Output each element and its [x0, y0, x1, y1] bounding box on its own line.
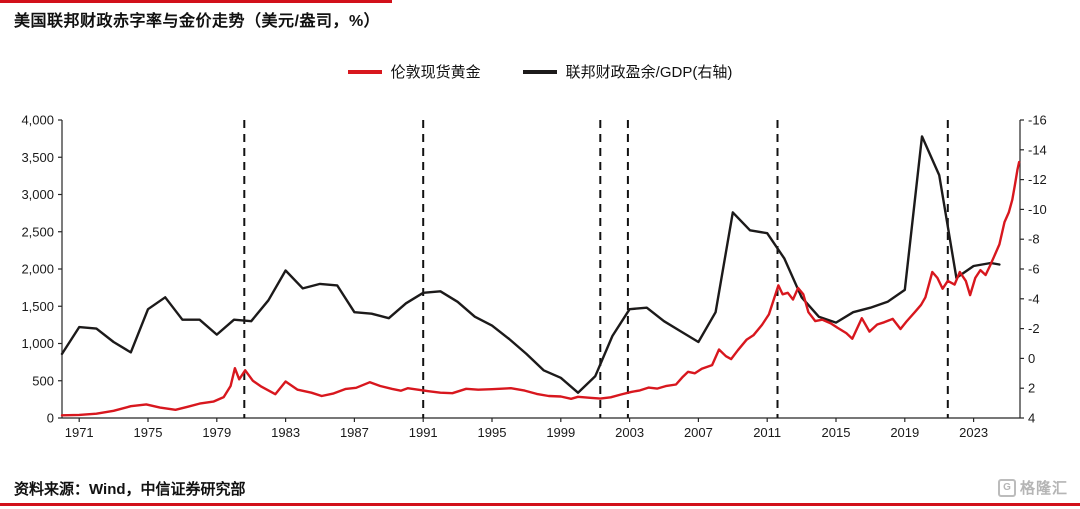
left-axis-label: 4,000 [21, 113, 54, 128]
x-axis-label: 1999 [546, 425, 575, 440]
left-axis-label: 0 [47, 411, 54, 426]
right-axis-label: 4 [1028, 411, 1035, 426]
chart-legend: 伦敦现货黄金 联邦财政盈余/GDP(右轴) [0, 61, 1080, 82]
legend-label-gold: 伦敦现货黄金 [390, 64, 481, 81]
x-axis-label: 2003 [615, 425, 644, 440]
right-axis-label: 2 [1028, 381, 1035, 396]
bottom-accent-rule [0, 503, 1080, 506]
x-axis-label: 2011 [753, 425, 781, 440]
x-axis-label: 1991 [409, 425, 438, 440]
x-axis-label: 1983 [271, 425, 300, 440]
x-axis-label: 2015 [822, 425, 851, 440]
right-axis-label: -14 [1028, 142, 1047, 157]
x-axis-label: 2007 [684, 425, 713, 440]
gold-price-line [60, 160, 1021, 417]
x-axis-label: 2019 [890, 425, 919, 440]
right-axis-label: -6 [1028, 262, 1040, 277]
x-axis-label: 1987 [340, 425, 369, 440]
left-axis-label: 500 [32, 373, 54, 388]
x-axis-label: 1975 [134, 425, 163, 440]
left-axis-label: 3,500 [21, 150, 54, 165]
right-axis-label: 0 [1028, 351, 1035, 366]
x-axis-label: 1979 [202, 425, 231, 440]
dual-axis-line-chart: 4,000 3,500 3,000 2,500 2,000 1,500 1,000 500 0 -… [0, 100, 1080, 450]
gelonghui-logo-text: 格隆汇 [1019, 480, 1068, 497]
fiscal-line-swatch [522, 69, 557, 74]
right-axis-label: -10 [1028, 202, 1047, 217]
x-axis-label: 1971 [65, 425, 94, 440]
right-axis-label: -8 [1028, 232, 1040, 247]
x-axis-label: 1995 [478, 425, 507, 440]
title-accent-rule [0, 0, 392, 3]
gelonghui-watermark: G 格隆汇 [997, 477, 1068, 498]
left-axis-label: 1,000 [21, 336, 54, 351]
chart-canvas: 4,000 3,500 3,000 2,500 2,000 1,500 1,000 500 0 -… [21, 113, 1046, 441]
left-axis-label: 2,000 [21, 262, 54, 277]
left-axis-label: 1,500 [21, 299, 54, 314]
legend-item-gold: 伦敦现货黄金 [347, 61, 481, 82]
axis-layer: 4,000 3,500 3,000 2,500 2,000 1,500 1,000 500 0 -… [21, 113, 1046, 441]
right-axis-label: -2 [1028, 321, 1040, 336]
right-axis-label: -12 [1028, 172, 1047, 187]
gelonghui-logo-icon: G [997, 478, 1016, 497]
dashed-vlines [243, 120, 949, 418]
chart-title: 美国联邦财政赤字率与金价走势（美元/盎司，%） [14, 13, 381, 30]
left-axis-label: 3,000 [21, 187, 54, 202]
right-axis-label: -16 [1028, 113, 1047, 128]
series-layer [60, 135, 1021, 417]
legend-item-fiscal: 联邦财政盈余/GDP(右轴) [522, 61, 733, 82]
gold-line-swatch [347, 69, 382, 74]
legend-label-fiscal: 联邦财政盈余/GDP(右轴) [565, 64, 733, 81]
fiscal-balance-line [60, 135, 1001, 394]
x-axis-label: 2023 [959, 425, 988, 440]
right-axis-label: -4 [1028, 291, 1040, 306]
source-note: 资料来源：Wind，中信证券研究部 [14, 481, 246, 498]
left-axis-label: 2,500 [21, 224, 54, 239]
